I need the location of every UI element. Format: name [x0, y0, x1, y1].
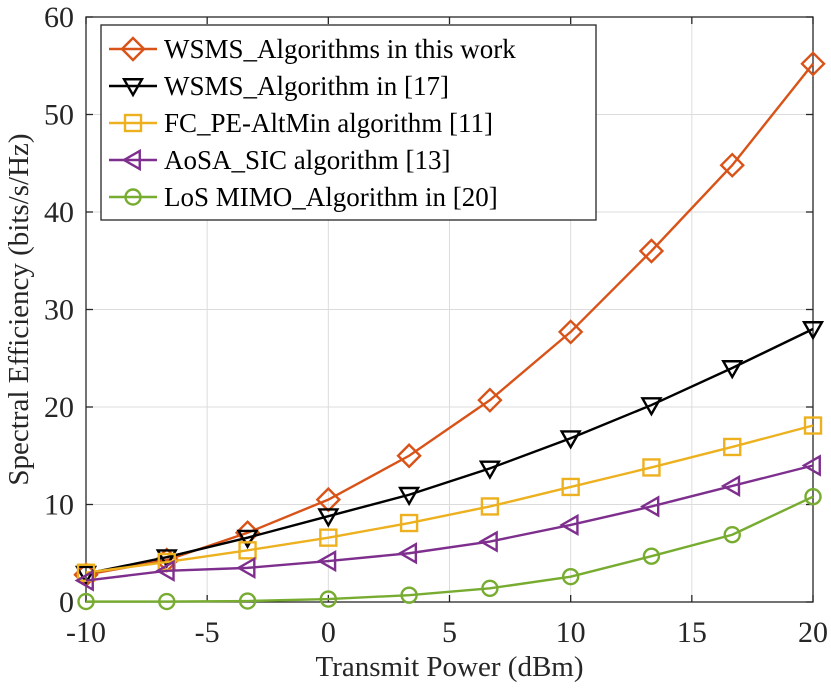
x-tick-label: 5: [442, 616, 457, 649]
legend-item: WSMS_Algorithms in this work: [109, 34, 516, 64]
data-point: [719, 152, 745, 178]
legend-item: WSMS_Algorithm in [17]: [109, 71, 449, 101]
legend-label: AoSA_SIC algorithm [13]: [164, 145, 451, 175]
legend-item: AoSA_SIC algorithm [13]: [109, 145, 451, 175]
data-point: [638, 238, 665, 264]
y-tick-label: 0: [59, 586, 74, 619]
y-tick-label: 30: [44, 294, 74, 327]
legend-box: [100, 24, 597, 221]
legend-marker: [123, 113, 143, 133]
data-point: [398, 486, 421, 507]
data-point: [234, 520, 261, 546]
data-point: [723, 526, 741, 544]
data-point: [236, 556, 256, 579]
data-point: [723, 437, 742, 457]
x-tick-label: -10: [66, 616, 106, 649]
legend-label: LoS MIMO_Algorithm in [20]: [164, 182, 498, 212]
legend-label: FC_PE-AltMin algorithm [11]: [164, 108, 493, 138]
y-tick-label: 60: [44, 1, 74, 34]
data-point: [559, 513, 579, 537]
legend-label: WSMS_Algorithm in [17]: [164, 71, 449, 101]
legend: WSMS_Algorithms in this work WSMS_Algorit…: [100, 24, 597, 221]
legend-marker: [124, 188, 142, 206]
data-point: [477, 387, 503, 413]
data-point: [478, 530, 498, 553]
y-tick-label: 50: [44, 99, 74, 132]
data-point: [803, 416, 823, 435]
x-tick-label: 20: [798, 616, 828, 649]
legend-marker: [121, 148, 141, 172]
data-point: [640, 495, 660, 518]
series-5: [77, 488, 822, 611]
axes: -10 -5 0 5 10 15 20 0 10 20 30 40 50 60: [44, 1, 828, 649]
data-point: [642, 458, 661, 477]
data-point: [238, 592, 257, 610]
series-line: [85, 424, 814, 574]
data-point: [316, 549, 337, 573]
data-point: [478, 460, 501, 480]
data-point: [801, 454, 821, 477]
data-point: [559, 430, 582, 450]
data-point: [74, 565, 98, 586]
y-tick-label: 10: [44, 489, 74, 522]
data-point: [561, 477, 580, 497]
data-point: [721, 360, 744, 380]
data-point: [155, 559, 175, 582]
data-point: [158, 592, 176, 611]
data-point: [319, 528, 338, 547]
series-layer: [73, 51, 826, 611]
x-tick-label: 15: [677, 616, 707, 649]
legend-item: LoS MIMO_Algorithm in [20]: [109, 182, 498, 212]
data-point: [236, 529, 259, 550]
data-point: [399, 513, 419, 533]
series-line: [85, 464, 814, 582]
data-point: [804, 488, 822, 506]
data-point: [77, 592, 95, 611]
x-axis-title: Transmit Power (dBm): [316, 651, 584, 683]
data-point: [800, 51, 826, 77]
x-tick-label: -5: [195, 616, 220, 649]
data-point: [76, 563, 96, 582]
legend-marker: [120, 36, 146, 62]
legend-item: FC_PE-AltMin algorithm [11]: [109, 108, 493, 138]
series-line: [85, 327, 814, 575]
data-point: [561, 567, 580, 586]
data-point: [397, 542, 418, 565]
series-line: [86, 495, 814, 603]
data-point: [238, 541, 257, 560]
legend-label: WSMS_Algorithms in this work: [164, 34, 516, 64]
data-point: [481, 579, 499, 598]
data-point: [642, 547, 661, 565]
x-tick-label: 0: [321, 616, 336, 649]
series-4: [74, 454, 821, 592]
series-2: [74, 321, 825, 586]
y-tick-label: 20: [44, 391, 74, 424]
data-point: [396, 443, 422, 469]
x-tick-label: 10: [556, 616, 586, 649]
data-point: [400, 586, 418, 604]
data-point: [801, 321, 825, 341]
data-point: [480, 497, 500, 516]
data-point: [720, 474, 741, 498]
data-point: [74, 569, 94, 592]
data-point: [319, 590, 338, 608]
legend-marker: [121, 78, 145, 98]
y-axis-title: Spectral Efficiency (bits/s/Hz): [3, 133, 35, 485]
y-tick-label: 40: [44, 196, 74, 229]
data-point: [557, 319, 584, 345]
data-point: [640, 397, 663, 417]
data-point: [317, 508, 340, 528]
data-point: [155, 549, 178, 569]
